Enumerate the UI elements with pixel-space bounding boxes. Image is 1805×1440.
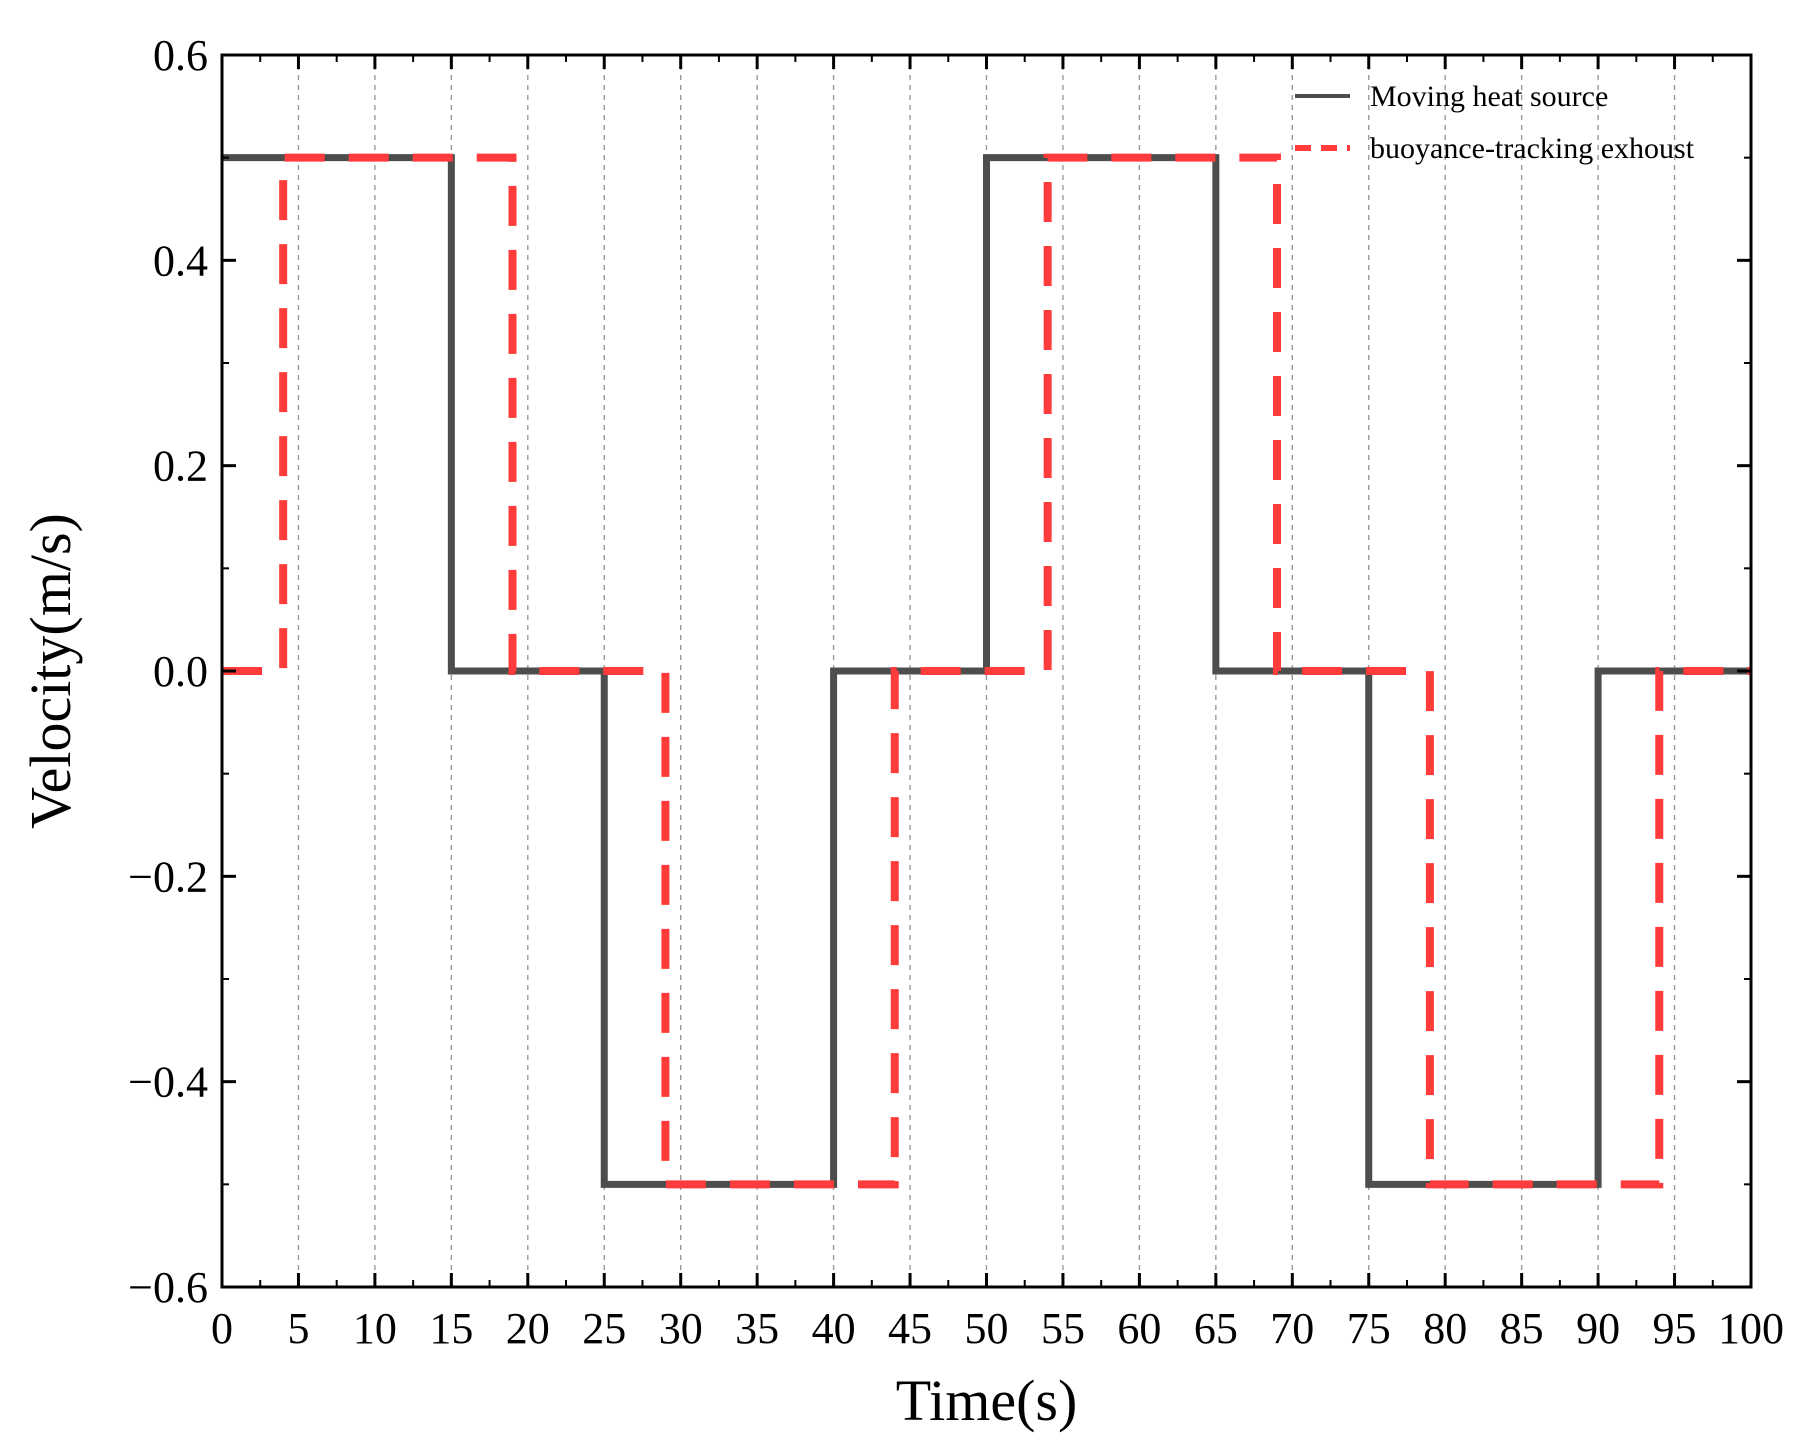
x-tick-label: 30	[659, 1304, 703, 1353]
y-axis-title: Velocity(m/s)	[18, 513, 83, 829]
y-tick-label: −0.6	[128, 1263, 208, 1312]
x-tick-label: 10	[353, 1304, 397, 1353]
x-tick-label: 75	[1347, 1304, 1391, 1353]
y-tick-label: 0.0	[153, 647, 208, 696]
x-tick-label: 95	[1653, 1304, 1697, 1353]
x-tick-label: 20	[506, 1304, 550, 1353]
x-tick-label: 80	[1423, 1304, 1467, 1353]
series-layer	[222, 153, 1751, 1189]
x-tick-label: 35	[735, 1304, 779, 1353]
x-tick-label: 40	[812, 1304, 856, 1353]
x-tick-label: 0	[211, 1304, 233, 1353]
x-axis-title: Time(s)	[896, 1368, 1078, 1433]
x-tick-label: 15	[429, 1304, 473, 1353]
series-line-2	[222, 153, 1751, 1189]
x-tick-label: 55	[1041, 1304, 1085, 1353]
y-tick-label: −0.4	[128, 1058, 208, 1107]
x-tick-label: 65	[1194, 1304, 1238, 1353]
x-tick-label: 60	[1117, 1304, 1161, 1353]
x-tick-label: 50	[965, 1304, 1009, 1353]
x-tick-label: 5	[287, 1304, 309, 1353]
tick-marks	[220, 53, 1753, 1289]
y-tick-label: 0.4	[153, 236, 208, 285]
legend: Moving heat source buoyance-tracking exho…	[1295, 80, 1695, 165]
x-tick-label: 45	[888, 1304, 932, 1353]
x-tick-label: 25	[582, 1304, 626, 1353]
legend-label-2: buoyance-tracking exhoust	[1370, 132, 1695, 165]
x-tick-label: 90	[1576, 1304, 1620, 1353]
y-tick-label: 0.2	[153, 442, 208, 491]
x-tick-label: 100	[1718, 1304, 1784, 1353]
series-line-1	[222, 154, 1751, 1188]
legend-label-1: Moving heat source	[1370, 80, 1608, 113]
tick-labels: 0 5 10 15 20 25 30 35 40 45 50 55 60 65 70 75 80 85 90 95 10…	[128, 31, 1784, 1353]
x-tick-label: 70	[1270, 1304, 1314, 1353]
y-tick-label: 0.6	[153, 31, 208, 80]
x-tick-label: 85	[1500, 1304, 1544, 1353]
y-tick-label: −0.2	[128, 852, 208, 901]
